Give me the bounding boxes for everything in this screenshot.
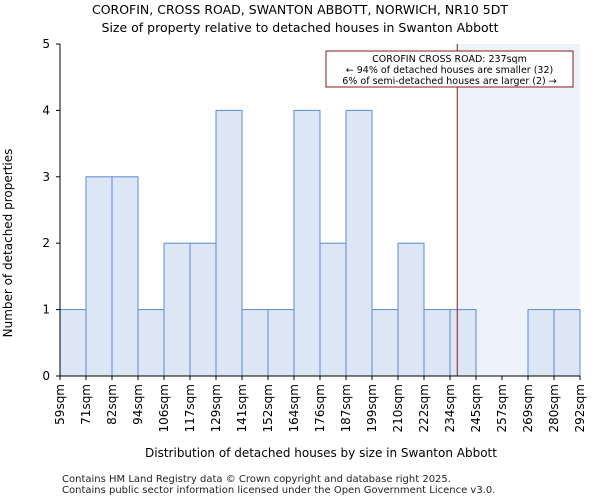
x-tick-label: 187sqm	[339, 384, 353, 432]
bar-280sqm	[553, 309, 581, 377]
bar-222sqm	[423, 309, 451, 377]
x-tick-label: 292sqm	[573, 384, 587, 432]
bar-269sqm	[527, 309, 555, 377]
bar-234sqm	[449, 309, 477, 377]
x-tick-label: 59sqm	[53, 384, 67, 425]
x-tick-label: 117sqm	[183, 384, 197, 432]
bar-129sqm	[215, 109, 243, 377]
chart-subtitle: Size of property relative to detached ho…	[101, 20, 499, 35]
bar-59sqm	[59, 309, 87, 377]
histogram-chart: 0 1 2 3 4 5 59sqm 71sqm 82sqm 94sqm 106sqm 117sqm 1…	[1, 37, 587, 460]
bar-94sqm	[137, 309, 165, 377]
x-tick-label: 199sqm	[365, 384, 379, 432]
x-tick-label: 106sqm	[157, 384, 171, 432]
bar-117sqm	[189, 242, 217, 377]
annotation-box	[325, 50, 574, 88]
x-tick-label: 210sqm	[391, 384, 405, 432]
bar-82sqm	[111, 176, 139, 377]
x-tick-label: 245sqm	[469, 384, 483, 432]
x-tick-label: 152sqm	[261, 384, 275, 432]
y-tick-label: 4	[42, 103, 50, 117]
y-tick-label: 0	[42, 369, 50, 383]
x-tick-label: 94sqm	[131, 384, 145, 425]
bar-187sqm	[345, 109, 373, 377]
y-tick-label: 3	[42, 170, 50, 184]
bar-199sqm	[371, 309, 399, 377]
chart-title: COROFIN, CROSS ROAD, SWANTON ABBOTT, NOR…	[91, 2, 509, 17]
bar-210sqm	[397, 242, 425, 377]
bar-141sqm	[241, 309, 269, 377]
bar-106sqm	[163, 242, 191, 377]
x-tick-label: 222sqm	[417, 384, 431, 432]
y-tick-label: 2	[42, 236, 50, 250]
x-tick-label: 176sqm	[313, 384, 327, 432]
x-axis-label: Distribution of detached houses by size …	[145, 446, 497, 460]
bar-176sqm	[319, 242, 347, 377]
marker-annotation: COROFIN CROSS ROAD: 237sqm ← 94% of deta…	[325, 50, 574, 88]
y-tick-label: 1	[42, 303, 50, 317]
x-tick-label: 141sqm	[235, 384, 249, 432]
y-tick-label: 5	[42, 37, 50, 51]
x-tick-label: 234sqm	[443, 384, 457, 432]
footer-licence: Contains public sector information licen…	[62, 485, 496, 496]
bar-71sqm	[85, 176, 113, 377]
x-tick-label: 257sqm	[495, 384, 509, 432]
footer-copyright: Contains HM Land Registry data © Crown c…	[62, 474, 451, 485]
x-tick-label: 269sqm	[521, 384, 535, 432]
x-tick-label: 71sqm	[79, 384, 93, 425]
annotation-line-3: 6% of semi-detached houses are larger (2…	[342, 76, 556, 87]
x-tick-label: 129sqm	[209, 384, 223, 432]
x-tick-label: 82sqm	[105, 384, 119, 425]
annotation-line-2: ← 94% of detached houses are smaller (32…	[346, 65, 553, 76]
annotation-line-1: COROFIN CROSS ROAD: 237sqm	[372, 54, 527, 65]
y-axis-label: Number of detached properties	[1, 149, 15, 338]
x-tick-label: 164sqm	[287, 384, 301, 432]
x-tick-label: 280sqm	[547, 384, 561, 432]
bar-152sqm	[267, 309, 295, 377]
bar-164sqm	[293, 109, 321, 377]
